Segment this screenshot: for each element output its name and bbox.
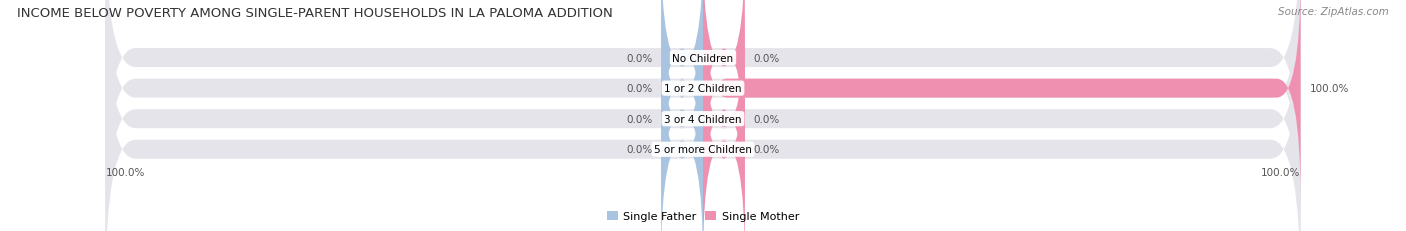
Text: 0.0%: 0.0% bbox=[626, 145, 652, 155]
FancyBboxPatch shape bbox=[661, 7, 703, 231]
FancyBboxPatch shape bbox=[661, 0, 703, 201]
FancyBboxPatch shape bbox=[703, 0, 1301, 201]
Text: 5 or more Children: 5 or more Children bbox=[654, 145, 752, 155]
Text: 0.0%: 0.0% bbox=[626, 84, 652, 94]
FancyBboxPatch shape bbox=[105, 7, 1301, 231]
Text: 0.0%: 0.0% bbox=[626, 53, 652, 63]
Text: 0.0%: 0.0% bbox=[754, 145, 780, 155]
Text: 100.0%: 100.0% bbox=[105, 167, 145, 177]
FancyBboxPatch shape bbox=[703, 0, 745, 170]
FancyBboxPatch shape bbox=[105, 0, 1301, 231]
FancyBboxPatch shape bbox=[661, 0, 703, 170]
Text: 3 or 4 Children: 3 or 4 Children bbox=[664, 114, 742, 124]
Legend: Single Father, Single Mother: Single Father, Single Mother bbox=[602, 207, 804, 226]
FancyBboxPatch shape bbox=[703, 7, 745, 231]
FancyBboxPatch shape bbox=[703, 37, 745, 231]
FancyBboxPatch shape bbox=[105, 0, 1301, 201]
Text: 100.0%: 100.0% bbox=[1309, 84, 1348, 94]
Text: No Children: No Children bbox=[672, 53, 734, 63]
Text: 0.0%: 0.0% bbox=[754, 114, 780, 124]
Text: Source: ZipAtlas.com: Source: ZipAtlas.com bbox=[1278, 7, 1389, 17]
Text: 1 or 2 Children: 1 or 2 Children bbox=[664, 84, 742, 94]
Text: 100.0%: 100.0% bbox=[1261, 167, 1301, 177]
Text: 0.0%: 0.0% bbox=[626, 114, 652, 124]
Text: 0.0%: 0.0% bbox=[754, 53, 780, 63]
FancyBboxPatch shape bbox=[661, 37, 703, 231]
Text: INCOME BELOW POVERTY AMONG SINGLE-PARENT HOUSEHOLDS IN LA PALOMA ADDITION: INCOME BELOW POVERTY AMONG SINGLE-PARENT… bbox=[17, 7, 613, 20]
FancyBboxPatch shape bbox=[105, 0, 1301, 231]
